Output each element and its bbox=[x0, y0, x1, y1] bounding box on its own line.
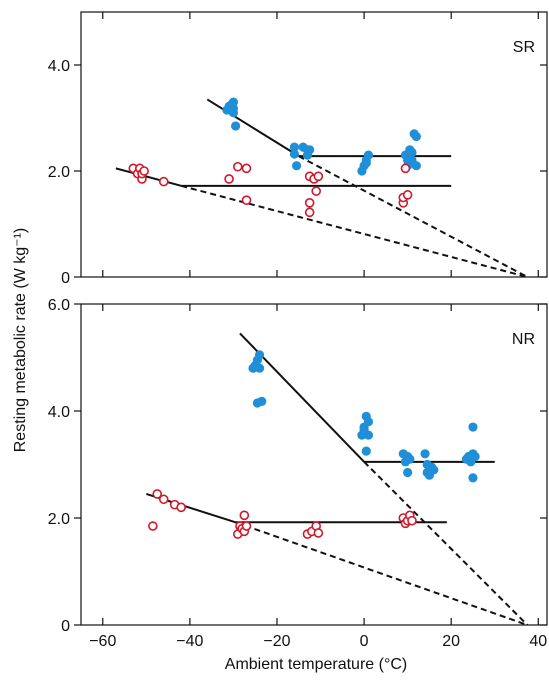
open-data-point bbox=[224, 174, 234, 184]
plot-frame bbox=[80, 303, 548, 626]
x-tick-label: −60 bbox=[89, 633, 116, 650]
filled-data-point bbox=[363, 150, 374, 160]
extrapolation-line bbox=[363, 461, 529, 626]
open-data-point bbox=[313, 171, 324, 182]
open-data-point bbox=[241, 163, 252, 174]
open-data-point bbox=[304, 198, 315, 208]
x-tick-label: 20 bbox=[442, 633, 460, 650]
y-tick-label: 0 bbox=[61, 618, 70, 635]
open-data-point bbox=[139, 166, 149, 176]
filled-data-point bbox=[231, 121, 241, 131]
extrapolation-line bbox=[180, 184, 528, 278]
filled-data-point bbox=[257, 396, 267, 406]
panel-label: SR bbox=[513, 39, 535, 56]
fit-line bbox=[206, 98, 300, 158]
open-data-point bbox=[402, 190, 413, 200]
extrapolation-line bbox=[298, 155, 528, 278]
filled-data-point bbox=[228, 103, 239, 114]
open-data-point bbox=[241, 521, 252, 531]
y-tick-label: 6.0 bbox=[48, 297, 70, 314]
extrapolation-line bbox=[235, 521, 528, 626]
panel-nr: 0 2.0 4.0 6.0 −60 −40 −20 0 20 40 NR bbox=[48, 297, 548, 650]
fit-line bbox=[115, 167, 182, 187]
filled-data-point bbox=[420, 449, 430, 459]
filled-data-point bbox=[289, 149, 300, 159]
filled-data-point bbox=[305, 145, 315, 155]
filled-data-point bbox=[405, 454, 415, 464]
filled-data-point bbox=[357, 166, 367, 176]
filled-data-point bbox=[254, 350, 265, 360]
open-data-point bbox=[176, 502, 186, 513]
filled-data-point bbox=[470, 451, 480, 462]
open-data-point bbox=[239, 510, 250, 521]
y-tick-label: 2.0 bbox=[48, 164, 70, 181]
x-tick-label: 40 bbox=[529, 633, 547, 650]
filled-data-point bbox=[363, 417, 374, 427]
x-axis-title: Ambient temperature (°C) bbox=[225, 656, 407, 673]
open-data-point bbox=[313, 528, 324, 538]
filled-data-point bbox=[411, 131, 421, 142]
y-tick-label: 4.0 bbox=[48, 58, 70, 75]
open-data-point bbox=[241, 195, 252, 205]
open-data-point bbox=[311, 186, 321, 196]
y-axis-title: Resting metabolic rate (W kg⁻¹) bbox=[12, 228, 29, 453]
filled-data-point bbox=[363, 430, 374, 440]
open-data-point bbox=[304, 207, 315, 218]
filled-data-point bbox=[468, 473, 478, 483]
open-data-point bbox=[232, 161, 243, 172]
filled-data-point bbox=[291, 161, 302, 171]
open-data-point bbox=[148, 521, 158, 531]
x-tick-label: 0 bbox=[360, 633, 369, 650]
filled-data-point bbox=[254, 363, 265, 373]
filled-data-point bbox=[403, 467, 413, 478]
x-tick-label: −40 bbox=[176, 633, 203, 650]
filled-data-point bbox=[361, 158, 371, 168]
filled-data-point bbox=[407, 147, 417, 158]
x-tick-label: −20 bbox=[263, 633, 290, 650]
filled-data-point bbox=[289, 142, 300, 152]
open-data-point bbox=[158, 494, 169, 505]
filled-data-point bbox=[361, 446, 371, 456]
y-tick-label: 0 bbox=[61, 270, 70, 287]
plot-frame bbox=[80, 11, 548, 278]
filled-data-point bbox=[429, 465, 439, 475]
open-data-point bbox=[152, 489, 163, 499]
filled-data-point bbox=[468, 422, 478, 432]
y-tick-label: 4.0 bbox=[48, 404, 70, 421]
open-data-point bbox=[400, 163, 411, 174]
panel-sr: 0 2.0 4.0 SR bbox=[48, 11, 548, 287]
y-tick-label: 2.0 bbox=[48, 511, 70, 528]
open-data-point bbox=[407, 515, 417, 526]
panel-label: NR bbox=[512, 331, 535, 348]
open-data-point bbox=[158, 176, 169, 187]
filled-data-point bbox=[228, 97, 239, 107]
